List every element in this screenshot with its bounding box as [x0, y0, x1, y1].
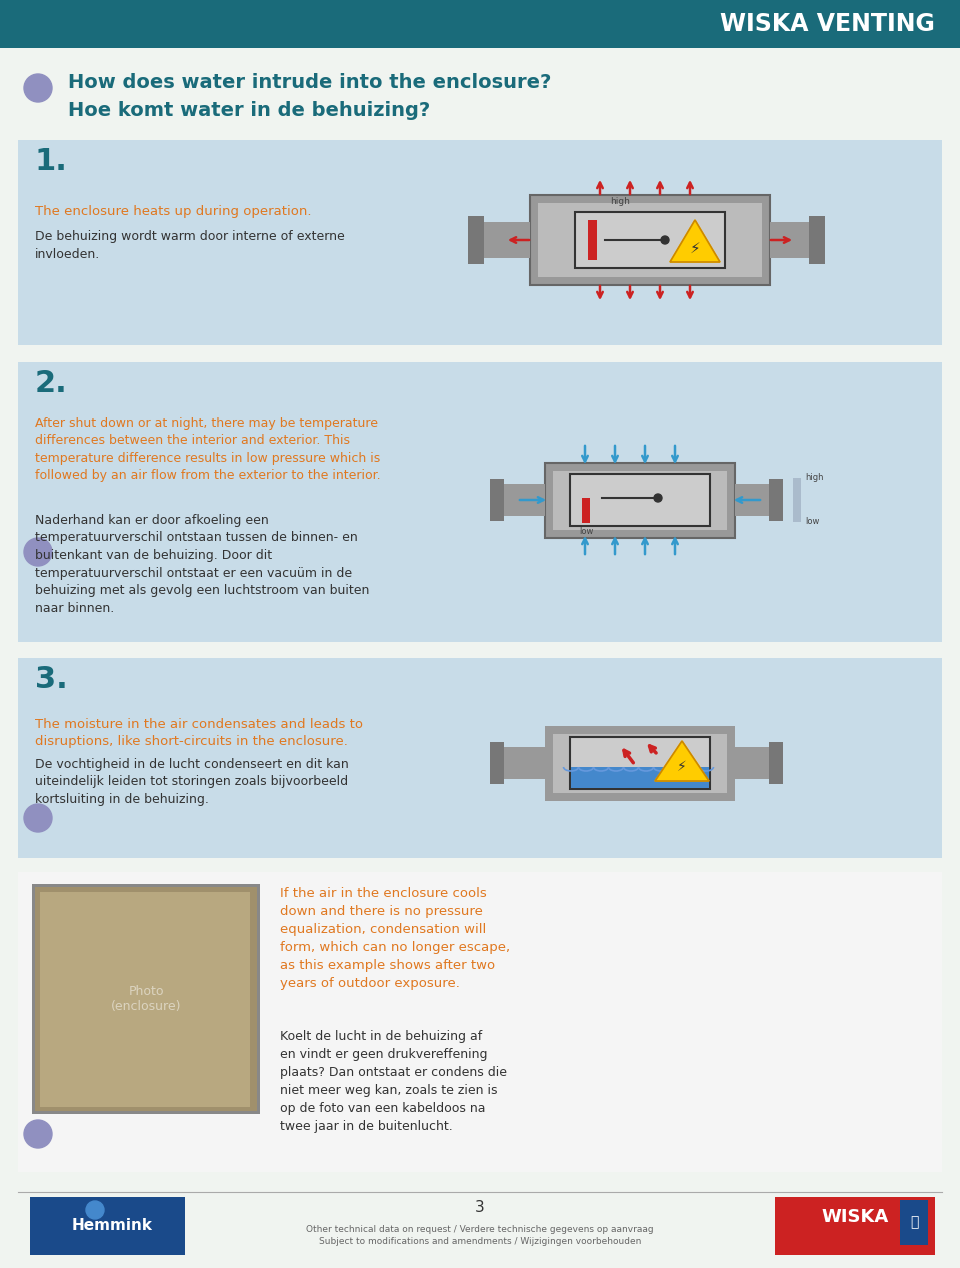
FancyBboxPatch shape	[35, 888, 257, 1111]
FancyBboxPatch shape	[545, 727, 735, 801]
FancyBboxPatch shape	[18, 361, 942, 642]
Text: low: low	[579, 527, 593, 536]
FancyBboxPatch shape	[553, 734, 727, 792]
FancyBboxPatch shape	[735, 747, 783, 779]
FancyBboxPatch shape	[588, 221, 597, 260]
FancyBboxPatch shape	[582, 498, 590, 519]
FancyBboxPatch shape	[0, 0, 960, 48]
Text: How does water intrude into the enclosure?: How does water intrude into the enclosur…	[68, 74, 551, 93]
Text: 3.: 3.	[35, 666, 68, 695]
FancyBboxPatch shape	[809, 216, 825, 264]
FancyBboxPatch shape	[32, 884, 260, 1115]
FancyBboxPatch shape	[497, 484, 545, 516]
Text: Koelt de lucht in de behuizing af
en vindt er geen drukvereffening
plaats? Dan o: Koelt de lucht in de behuizing af en vin…	[280, 1030, 507, 1134]
Text: low: low	[805, 517, 820, 526]
Circle shape	[24, 538, 52, 566]
FancyBboxPatch shape	[530, 195, 770, 285]
Text: WISKA: WISKA	[822, 1208, 889, 1226]
FancyBboxPatch shape	[553, 470, 727, 530]
Circle shape	[654, 495, 662, 502]
FancyBboxPatch shape	[490, 479, 504, 521]
Circle shape	[24, 1120, 52, 1148]
Circle shape	[24, 804, 52, 832]
FancyBboxPatch shape	[475, 222, 530, 257]
Polygon shape	[670, 221, 720, 262]
FancyBboxPatch shape	[571, 767, 709, 787]
Text: The enclosure heats up during operation.: The enclosure heats up during operation.	[35, 205, 311, 218]
FancyBboxPatch shape	[545, 463, 735, 538]
Text: ⚡: ⚡	[689, 241, 701, 255]
FancyBboxPatch shape	[570, 474, 710, 526]
Polygon shape	[655, 741, 709, 781]
Circle shape	[661, 236, 669, 243]
FancyBboxPatch shape	[575, 212, 725, 268]
Text: Photo
(enclosure): Photo (enclosure)	[110, 985, 181, 1013]
Text: De behuizing wordt warm door interne of externe
invloeden.: De behuizing wordt warm door interne of …	[35, 230, 345, 261]
FancyBboxPatch shape	[769, 479, 783, 521]
Text: De vochtigheid in de lucht condenseert en dit kan
uiteindelijk leiden tot storin: De vochtigheid in de lucht condenseert e…	[35, 758, 348, 806]
Text: 3: 3	[475, 1201, 485, 1216]
FancyBboxPatch shape	[18, 872, 942, 1172]
FancyBboxPatch shape	[770, 222, 825, 257]
FancyBboxPatch shape	[735, 484, 783, 516]
FancyBboxPatch shape	[769, 742, 783, 784]
Circle shape	[86, 1201, 104, 1219]
FancyBboxPatch shape	[570, 737, 710, 789]
FancyBboxPatch shape	[18, 658, 942, 858]
FancyBboxPatch shape	[0, 48, 960, 1268]
FancyBboxPatch shape	[793, 478, 801, 522]
Text: The moisture in the air condensates and leads to
disruptions, like short-circuit: The moisture in the air condensates and …	[35, 718, 363, 748]
FancyBboxPatch shape	[497, 747, 545, 779]
Text: 1.: 1.	[35, 147, 68, 176]
FancyBboxPatch shape	[582, 517, 590, 522]
FancyBboxPatch shape	[468, 216, 484, 264]
Text: Hemmink: Hemmink	[71, 1219, 153, 1234]
Text: Ⓘ: Ⓘ	[910, 1215, 918, 1229]
Text: high: high	[805, 473, 824, 483]
Text: Other technical data on request / Verdere technische gegevens op aanvraag
Subjec: Other technical data on request / Verder…	[306, 1225, 654, 1245]
FancyBboxPatch shape	[538, 203, 762, 276]
Text: If the air in the enclosure cools
down and there is no pressure
equalization, co: If the air in the enclosure cools down a…	[280, 888, 510, 990]
Text: Hoe komt water in de behuizing?: Hoe komt water in de behuizing?	[68, 100, 430, 119]
FancyBboxPatch shape	[775, 1197, 935, 1255]
FancyBboxPatch shape	[900, 1200, 928, 1245]
Circle shape	[24, 74, 52, 101]
Text: WISKA VENTING: WISKA VENTING	[720, 11, 935, 36]
FancyBboxPatch shape	[490, 742, 504, 784]
Text: ⚡: ⚡	[677, 760, 686, 773]
FancyBboxPatch shape	[18, 139, 942, 345]
Text: high: high	[610, 198, 630, 207]
Text: Naderhand kan er door afkoeling een
temperatuurverschil ontstaan tussen de binne: Naderhand kan er door afkoeling een temp…	[35, 514, 370, 615]
Text: After shut down or at night, there may be temperature
differences between the in: After shut down or at night, there may b…	[35, 417, 380, 483]
Text: 2.: 2.	[35, 369, 68, 398]
FancyBboxPatch shape	[30, 1197, 185, 1255]
FancyBboxPatch shape	[40, 891, 250, 1107]
